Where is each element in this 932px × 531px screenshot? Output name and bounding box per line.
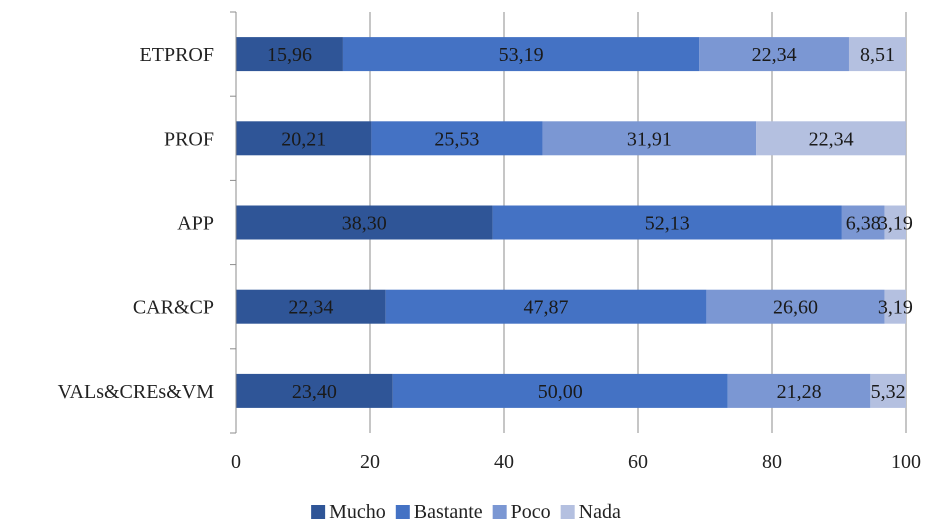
legend-swatch-mucho xyxy=(311,505,326,519)
data-label: 3,19 xyxy=(878,297,913,319)
bar-segment-mucho xyxy=(236,121,372,156)
data-label: 21,28 xyxy=(777,381,822,403)
legend-label: Mucho xyxy=(329,501,386,523)
category-label: APP xyxy=(177,213,214,235)
bar-segment-poco xyxy=(542,121,757,156)
x-tick-labels: 0 20 40 60 80 100 xyxy=(231,451,921,473)
legend-swatch-nada xyxy=(560,505,575,519)
x-tick-label: 40 xyxy=(494,451,514,473)
data-label: 26,60 xyxy=(773,297,818,319)
data-label: 53,19 xyxy=(499,44,544,66)
bar-segment-nada xyxy=(870,373,906,408)
category-label: VALs&CREs&VM xyxy=(58,381,215,403)
data-label: 20,21 xyxy=(281,128,326,150)
data-label: 22,34 xyxy=(288,297,333,319)
bar-segment-mucho xyxy=(236,289,386,324)
data-labels: 15,96 53,19 22,34 8,51 20,21 25,53 31,91 22,34 3… xyxy=(267,44,913,403)
bar-segment-mucho xyxy=(236,37,343,72)
data-label: 22,34 xyxy=(809,128,854,150)
data-label: 22,34 xyxy=(752,44,797,66)
data-label: 6,38 xyxy=(846,213,881,235)
bar-segment-bastante xyxy=(492,205,842,240)
x-tick-label: 0 xyxy=(231,451,241,473)
category-label: ETPROF xyxy=(140,44,214,66)
bar-segment-nada xyxy=(884,289,906,324)
bar-segment-bastante xyxy=(392,373,728,408)
bar-segment-poco xyxy=(699,37,849,72)
bar-segment-mucho xyxy=(236,373,393,408)
data-label: 47,87 xyxy=(524,297,569,319)
x-tick-label: 60 xyxy=(628,451,648,473)
data-label: 50,00 xyxy=(538,381,583,403)
legend-swatch-bastante xyxy=(395,505,410,519)
bar-segment-poco xyxy=(706,289,885,324)
data-label: 52,13 xyxy=(645,213,690,235)
bar-segment-nada xyxy=(848,37,906,72)
bar-segment-poco xyxy=(727,373,871,408)
data-label: 15,96 xyxy=(267,44,312,66)
bar-segment-nada xyxy=(884,205,906,240)
category-label: CAR&CP xyxy=(133,297,214,319)
data-label: 38,30 xyxy=(342,213,387,235)
category-labels: ETPROF PROF APP CAR&CP VALs&CREs&VM xyxy=(58,44,215,403)
bar-segment-nada xyxy=(756,121,906,156)
legend-label: Nada xyxy=(579,501,621,523)
bar-segment-bastante xyxy=(385,289,707,324)
data-label: 8,51 xyxy=(860,44,895,66)
bar-segment-bastante xyxy=(342,37,700,72)
x-tick-label: 100 xyxy=(891,451,921,473)
bar-segment-bastante xyxy=(371,121,543,156)
legend-swatch-poco xyxy=(492,505,507,519)
legend-label: Poco xyxy=(511,501,551,523)
legend: Mucho Bastante Poco Nada xyxy=(311,501,621,523)
bar-segment-poco xyxy=(841,205,885,240)
bar-segment-mucho xyxy=(236,205,493,240)
x-tick-label: 80 xyxy=(762,451,782,473)
data-label: 25,53 xyxy=(434,128,479,150)
bars xyxy=(236,37,906,408)
legend-label: Bastante xyxy=(414,501,483,523)
category-label: PROF xyxy=(164,128,214,150)
data-label: 23,40 xyxy=(292,381,337,403)
x-tick-label: 20 xyxy=(360,451,380,473)
data-label: 5,32 xyxy=(871,381,906,403)
data-label: 31,91 xyxy=(627,128,672,150)
data-label: 3,19 xyxy=(878,213,913,235)
axes xyxy=(230,11,237,434)
